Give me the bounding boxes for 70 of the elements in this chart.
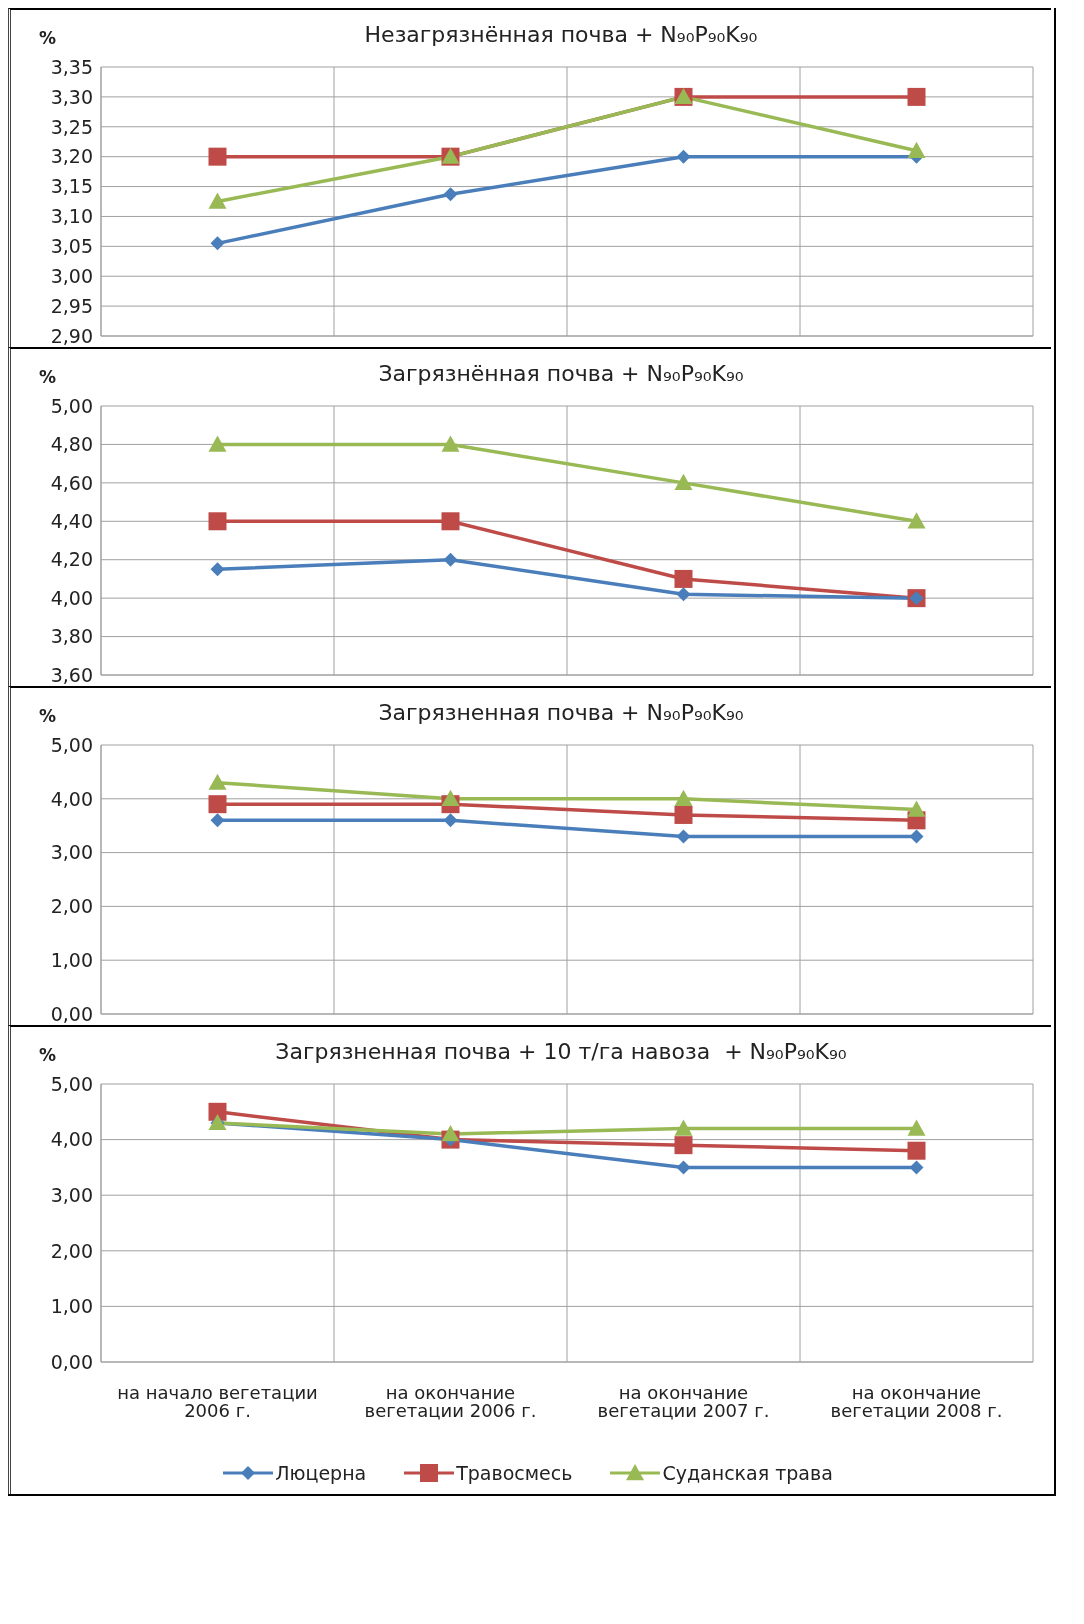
y-tick-label: 3,20 [50, 145, 93, 168]
y-tick-label: 3,35 [50, 55, 93, 78]
x-tick-label: на окончание вегетации 2008 г. [830, 1381, 1003, 1421]
point [210, 236, 225, 251]
point [208, 192, 227, 209]
y-tick-label: 2,95 [50, 294, 93, 317]
y-tick-label: 3,60 [50, 663, 93, 686]
y-tick-label: 3,05 [50, 235, 93, 258]
point [674, 1136, 693, 1155]
y-tick-label: 5,00 [50, 394, 93, 417]
point [443, 552, 458, 567]
x-tick-label: на окончание вегетации 2006 г. [364, 1381, 537, 1421]
point [443, 187, 458, 202]
x-tick-label: на начало вегетации 2006 г. [117, 1381, 318, 1421]
y-tick-label: 2,90 [50, 324, 93, 347]
y-tick-label: 3,30 [50, 85, 93, 108]
y-tick-label: 4,00 [50, 1128, 93, 1151]
point [676, 149, 691, 164]
point [208, 1102, 227, 1121]
point [441, 1125, 460, 1142]
y-axis-title: % [39, 367, 57, 387]
y-tick-label: 3,00 [50, 841, 93, 864]
y-tick-label: 0,00 [50, 1002, 93, 1025]
y-tick-label: 4,80 [50, 433, 93, 456]
y-tick-label: 3,25 [50, 115, 93, 138]
y-tick-label: 5,00 [50, 1072, 93, 1095]
y-tick-label: 4,60 [50, 471, 93, 494]
point [909, 1160, 924, 1175]
point [674, 569, 693, 588]
x-tick-label: на окончание вегетации 2007 г. [597, 1381, 770, 1421]
y-tick-label: 5,00 [50, 733, 93, 756]
chart-title: Незагрязнённая почва + N₉₀P₉₀K₉₀ [364, 22, 758, 47]
point [441, 512, 460, 531]
y-tick-label: 3,00 [50, 264, 93, 287]
y-tick-label: 3,15 [50, 175, 93, 198]
point [210, 562, 225, 577]
point [907, 1119, 926, 1136]
y-tick-label: 4,00 [50, 586, 93, 609]
y-tick-label: 1,00 [50, 1295, 93, 1318]
legend-label: Травосмесь [456, 1462, 573, 1484]
y-tick-label: 3,80 [50, 625, 93, 648]
y-tick-label: 4,20 [50, 548, 93, 571]
chart-title: Загрязненная почва + N₉₀P₉₀K₉₀ [378, 700, 744, 725]
y-tick-label: 0,00 [50, 1350, 93, 1373]
point [907, 87, 926, 106]
y-axis-title: % [39, 28, 57, 48]
chart-title: Загрязненная почва + 10 т/га навоза + N₉₀P₉₀K₉₀ [275, 1039, 847, 1064]
point [907, 141, 926, 158]
y-tick-label: 4,00 [50, 787, 93, 810]
y-axis-title: % [39, 706, 57, 726]
y-tick-label: 3,00 [50, 1183, 93, 1206]
point [674, 1119, 693, 1136]
point [208, 147, 227, 166]
point [907, 1141, 926, 1160]
point [676, 1160, 691, 1175]
point [674, 473, 693, 491]
point [208, 512, 227, 531]
y-tick-label: 1,00 [50, 948, 93, 971]
y-tick-label: 4,40 [50, 510, 93, 533]
point [441, 435, 460, 452]
point [208, 435, 227, 452]
y-tick-label: 2,00 [50, 1239, 93, 1262]
point [907, 512, 926, 529]
legend-label: Люцерна [275, 1462, 367, 1484]
y-tick-label: 3,10 [50, 205, 93, 228]
point [676, 587, 691, 602]
y-axis-title: % [39, 1045, 57, 1065]
chart-title: Загрязнённая почва + N₉₀P₉₀K₉₀ [378, 361, 744, 386]
legend-label: Суданская трава [662, 1462, 833, 1484]
y-tick-label: 2,00 [50, 895, 93, 918]
